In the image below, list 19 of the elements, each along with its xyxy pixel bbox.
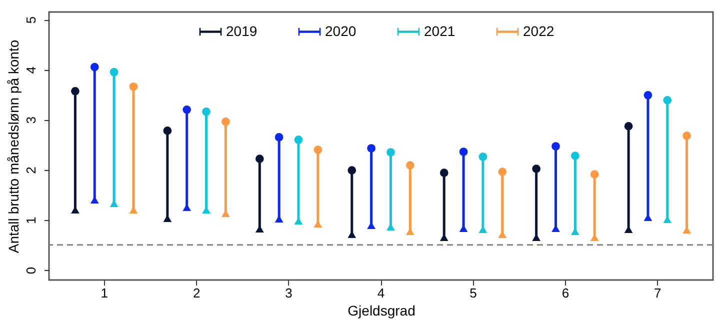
x-tick-label: 4 (377, 286, 385, 300)
legend-label: 2019 (226, 22, 258, 39)
y-tick-label: 2 (24, 166, 38, 174)
legend-label: 2022 (523, 22, 554, 39)
x-tick-label: 5 (470, 286, 477, 300)
legend-label: 2021 (424, 22, 456, 39)
x-tick-label: 3 (285, 286, 292, 300)
y-tick-label: 5 (24, 16, 38, 24)
y-tick-label: 3 (24, 116, 38, 124)
y-tick-label: 1 (24, 216, 38, 224)
x-tick-label: 7 (654, 286, 662, 300)
x-axis-title: Gjeldsgrad (348, 302, 416, 318)
y-axis-title: Antall brutto månedslønn på konto (6, 40, 22, 254)
x-tick-label: 2 (192, 286, 200, 300)
legend-label: 2020 (325, 22, 356, 39)
y-tick-label: 4 (24, 66, 38, 74)
y-tick-label: 0 (24, 266, 38, 274)
x-tick-label: 6 (562, 286, 570, 300)
x-tick-label: 1 (100, 286, 108, 300)
